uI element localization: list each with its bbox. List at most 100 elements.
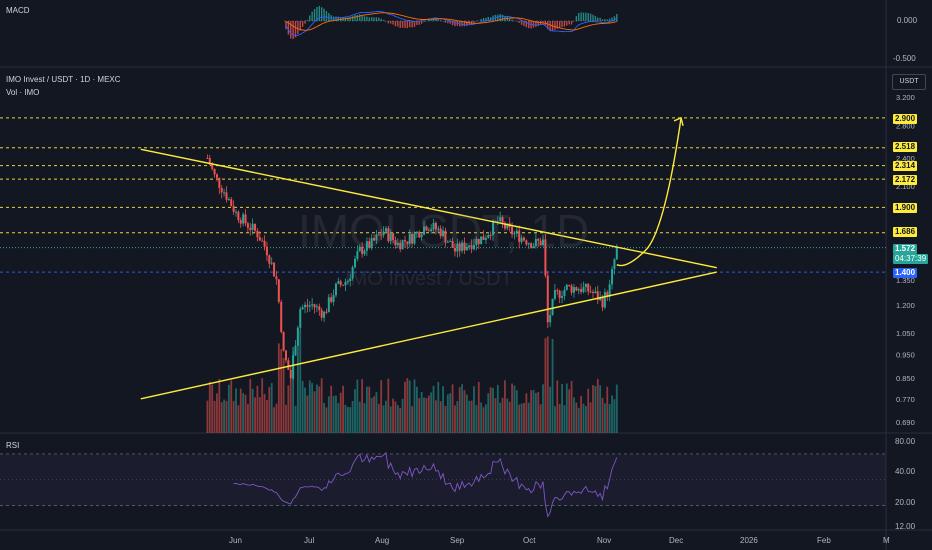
candle-body [277,279,280,302]
macd-histogram-bar [382,19,385,21]
candle [408,229,411,248]
macd-histogram-bar [318,5,320,21]
candle-body [265,246,268,256]
candle [313,303,316,314]
candle-body [527,243,530,245]
volume-bar [330,385,333,433]
candle [389,229,392,245]
candle-body [468,245,471,247]
candle-body [334,283,337,296]
macd-histogram-bar [351,16,354,21]
macd-histogram-bar [335,16,337,21]
candle-body [356,251,359,259]
candle-body [294,345,297,356]
macd-histogram-bar [301,21,304,27]
candle [582,281,585,294]
candle-body [344,281,347,286]
volume-bar [594,386,597,433]
volume-bar [385,400,387,433]
candle [275,271,278,285]
candle [415,230,418,238]
candle-body [477,238,480,245]
macd-histogram-bar [306,19,309,21]
candle [420,233,423,241]
macd-histogram-bar [447,21,449,24]
candle [342,284,345,286]
candle [227,197,230,201]
candle-body [415,231,418,234]
candle-body [220,187,223,193]
candle [418,230,421,239]
blue-level-tag: 1.400 [893,268,918,278]
macd-histogram-bar [304,21,306,24]
time-tick-oct: Oct [523,536,536,545]
volume-bar [489,387,492,433]
macd-histogram-bar [606,19,608,21]
candle-body [482,236,485,240]
candle-body [318,306,321,311]
volume-bar [377,403,380,433]
candle-body [480,236,483,245]
volume-bar [351,401,354,433]
volume-bar [342,385,344,433]
macd-histogram-bar [601,19,604,21]
macd-histogram-bar [320,7,323,22]
macd-histogram-bar [378,17,380,21]
candle [556,288,559,296]
candle-body [539,240,542,246]
candle-body [601,296,604,308]
candle [406,241,409,250]
volume-bar [546,336,549,433]
candle-body [370,238,373,249]
volume-bar [239,388,242,433]
candle [544,233,547,278]
candle-body [299,309,302,328]
candle-body [284,350,287,361]
candle [584,283,587,293]
candle [265,241,268,262]
macd-histogram-bar [375,17,378,21]
candle [489,231,492,240]
volume-bar [611,395,613,433]
candle [296,325,299,346]
candle-body [254,223,257,231]
rsi-tick-20: 20.00 [895,498,916,507]
macd-histogram-bar [482,17,485,21]
candle-body [530,243,533,249]
rsi-tick-12: 12.00 [895,522,916,531]
macd-histogram-bar [542,21,544,24]
macd-histogram-bar [473,21,475,23]
volume-bar [461,384,463,433]
volume-bar [220,402,223,433]
candle [323,310,326,323]
candle-body [582,287,585,292]
candle [456,238,459,258]
candle-body [575,287,578,291]
candle-body [425,226,428,231]
macd-histogram-bar [287,21,290,35]
currency-button[interactable]: USDT [892,74,926,90]
macd-histogram-bar [478,20,480,22]
candle [592,289,594,299]
candle [239,217,242,228]
volume-bar [549,386,552,433]
rsi-tick-80: 80.00 [895,437,916,446]
candle [522,236,525,242]
candle-body [501,217,504,223]
candle [427,228,430,232]
upper-trendline [140,148,717,269]
volume-bar [289,380,292,433]
candle [444,227,447,248]
candle [546,270,549,329]
candle [346,279,349,285]
candle-body [603,292,606,308]
trendlines [140,116,717,400]
macd-histogram-bar [518,21,520,23]
candle-body [225,192,228,200]
volume-bar [582,403,585,433]
volume-bar [277,343,280,433]
level-tag-2172: 2.172 [893,175,918,185]
volume-bar [432,385,435,433]
macd-histogram-bar [599,17,601,21]
